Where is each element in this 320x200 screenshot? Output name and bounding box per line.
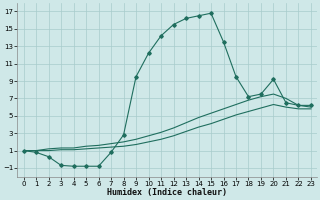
X-axis label: Humidex (Indice chaleur): Humidex (Indice chaleur): [107, 188, 227, 197]
